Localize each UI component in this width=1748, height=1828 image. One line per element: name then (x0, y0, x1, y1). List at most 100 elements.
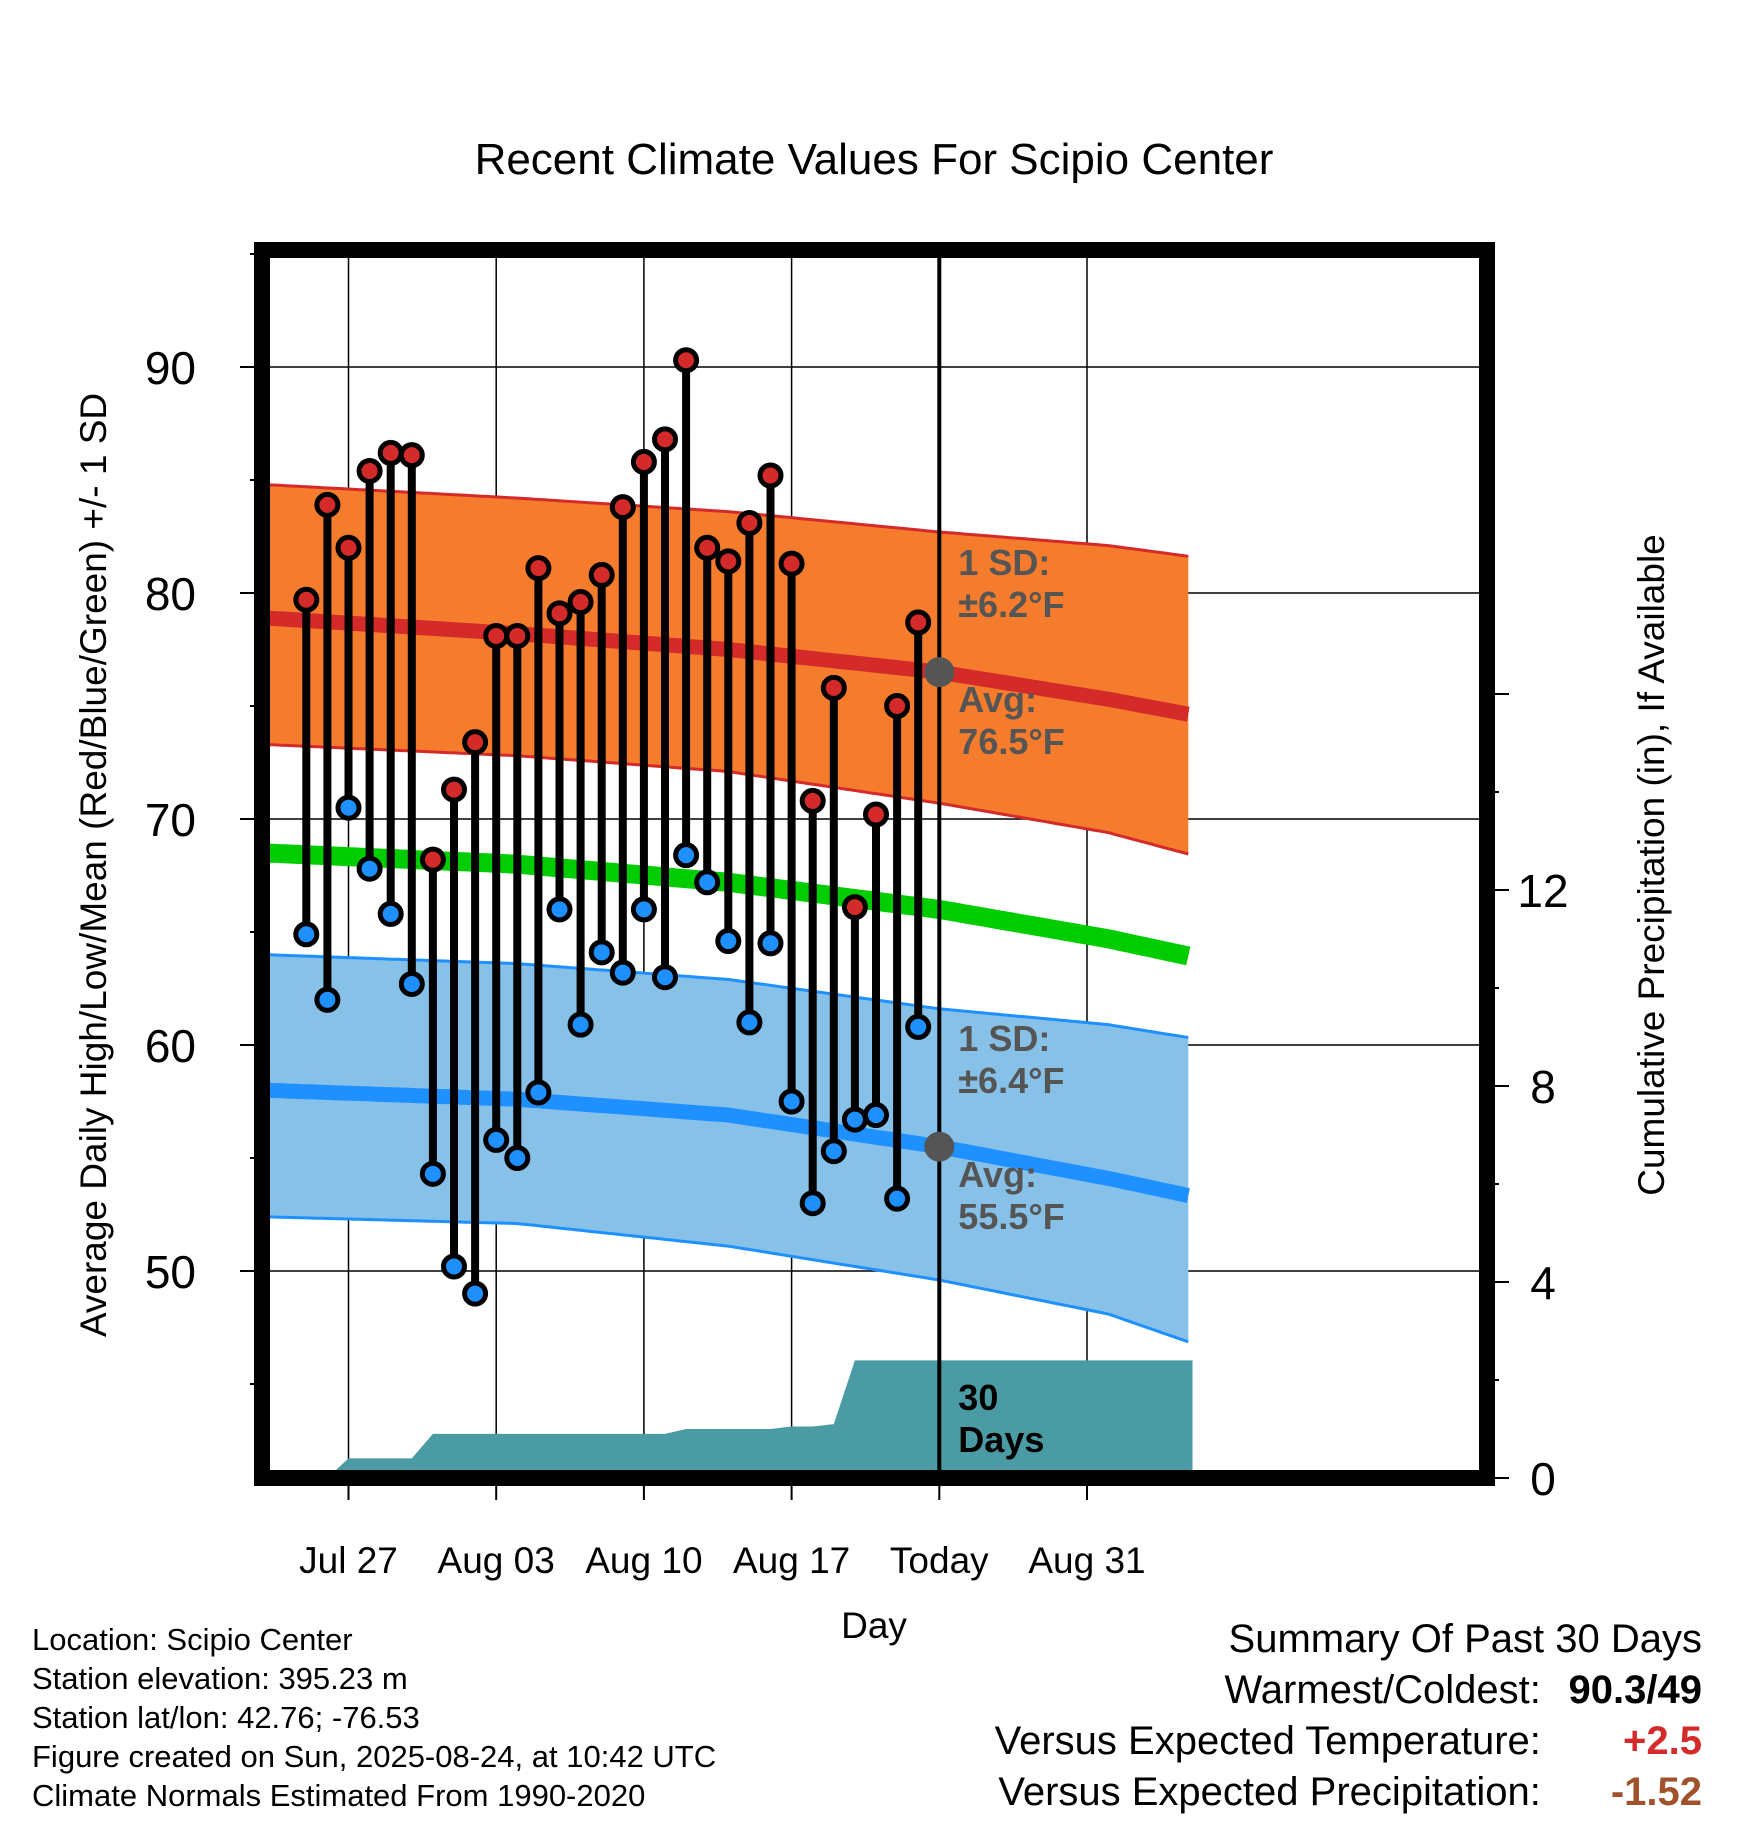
daily-low-point (609, 959, 636, 986)
warmest-label: Warmest/Coldest: (1224, 1668, 1541, 1712)
daily-low-point (630, 896, 657, 923)
temp-value: +2.5 (1623, 1719, 1702, 1763)
x-tick-label: Jul 27 (299, 1540, 398, 1581)
high-avg-annotation: 76.5°F (958, 721, 1064, 762)
daily-high-point (462, 729, 489, 756)
high-sd-annotation: ±6.2°F (958, 584, 1064, 625)
daily-low-point (588, 939, 615, 966)
daily-high-point (757, 462, 784, 489)
location-text: Location: Scipio Center (32, 1622, 353, 1657)
today-normal-high-marker (924, 657, 955, 688)
daily-high-point (525, 555, 552, 582)
daily-low-point (736, 1009, 763, 1036)
low-sd-annotation: 1 SD: (958, 1018, 1050, 1059)
daily-low-point (398, 970, 425, 997)
daily-low-point (715, 928, 742, 955)
daily-low-point (567, 1011, 594, 1038)
daily-high-point (736, 509, 763, 536)
precipitation-area (306, 250, 1193, 1478)
daily-high-point (504, 622, 531, 649)
warmest-row: Warmest/Coldest: 90.3/49 (995, 1665, 1703, 1716)
daily-high-point (884, 693, 911, 719)
daily-low-point (356, 855, 383, 882)
y-tick-label: 90 (145, 342, 196, 394)
y-axis-label: Average Daily High/Low/Mean (Red/Blue/Gr… (73, 393, 114, 1337)
daily-high-point (314, 491, 341, 518)
x-tick-label: Today (890, 1540, 989, 1581)
y2-axis-label: Cumulative Precipitation (in), If Availa… (1631, 534, 1672, 1196)
y-tick-label: 50 (145, 1246, 196, 1298)
daily-low-point (419, 1160, 446, 1187)
high-sd-band (259, 484, 1189, 854)
low-avg-annotation: Avg: (958, 1154, 1037, 1195)
daily-low-point (462, 1280, 489, 1307)
y2-tick-label: 4 (1530, 1257, 1556, 1309)
y2-tick-label: 8 (1530, 1061, 1556, 1113)
daily-low-point (504, 1145, 531, 1171)
temp-label: Versus Expected Temperature: (994, 1719, 1541, 1763)
daily-high-point (588, 561, 615, 588)
y-tick-label: 60 (145, 1020, 196, 1072)
normals-text: Climate Normals Estimated From 1990-2020 (32, 1778, 646, 1813)
daily-high-point (377, 439, 404, 466)
temp-row: Versus Expected Temperature: +2.5 (995, 1716, 1702, 1767)
daily-low-point (652, 964, 678, 991)
x-tick-label: Aug 17 (733, 1540, 850, 1581)
daily-high-point (483, 622, 510, 649)
daily-high-point (630, 448, 657, 475)
daily-series (293, 347, 955, 1307)
daily-high-point (419, 846, 446, 873)
daily-low-point (483, 1126, 510, 1153)
daily-high-point (820, 674, 847, 701)
daily-low-point (863, 1102, 889, 1129)
summary-panel: Summary Of Past 30 Days Warmest/Coldest:… (995, 1614, 1702, 1818)
x-tick-label: Aug 31 (1028, 1540, 1145, 1581)
precip-period-annotation: Days (958, 1419, 1044, 1460)
daily-high-point (905, 609, 932, 636)
daily-high-point (863, 801, 889, 828)
daily-high-point (293, 586, 320, 613)
y2-tick-label: 12 (1517, 865, 1568, 917)
daily-high-point (546, 600, 573, 627)
daily-low-point (841, 1106, 868, 1133)
x-axis-label: Day (841, 1605, 907, 1646)
daily-low-point (799, 1190, 826, 1217)
daily-high-point (398, 442, 425, 469)
daily-low-point (525, 1079, 552, 1106)
daily-low-point (757, 930, 784, 957)
daily-high-point (356, 457, 383, 484)
precip-value: -1.52 (1610, 1770, 1702, 1814)
x-tick-label: Aug 03 (438, 1540, 555, 1581)
daily-high-point (441, 776, 467, 803)
daily-low-point (314, 986, 341, 1013)
low-sd-band (259, 954, 1189, 1342)
y2-tick-label: 0 (1530, 1453, 1556, 1505)
daily-low-point (778, 1088, 805, 1115)
daily-high-point (715, 548, 742, 575)
daily-high-point (694, 534, 721, 561)
precip-row: Versus Expected Precipitation: -1.52 (995, 1767, 1702, 1818)
daily-low-point (377, 900, 404, 927)
latlon-text: Station lat/lon: 42.76; -76.53 (32, 1700, 420, 1735)
y-tick-label: 80 (145, 568, 196, 620)
precip-period-annotation: 30 (958, 1377, 998, 1418)
high-sd-annotation: 1 SD: (958, 542, 1050, 583)
y-tick-label: 70 (145, 794, 196, 846)
low-avg-annotation: 55.5°F (958, 1196, 1064, 1237)
low-sd-annotation: ±6.4°F (958, 1060, 1064, 1101)
daily-high-point (609, 494, 636, 521)
daily-low-point (441, 1253, 467, 1280)
precip-label: Versus Expected Precipitation: (998, 1770, 1541, 1814)
cumulative-precip-area (306, 1360, 1193, 1478)
normal-low-line (259, 1082, 1190, 1203)
chart-title: Recent Climate Values For Scipio Center (475, 135, 1274, 184)
warmest-value: 90.3/49 (1568, 1668, 1702, 1712)
daily-low-point (293, 921, 320, 948)
low-sd-lower-edge (259, 1215, 1189, 1344)
chart-axes: 50 60 70 80 90 0 4 8 12 Jul 27 Aug 03 Aug 10 Aug 17 T… (145, 242, 1569, 1581)
daily-high-point (778, 550, 805, 577)
daily-low-point (820, 1138, 847, 1165)
station-info: Location: Scipio Center Station elevatio… (32, 1620, 716, 1815)
